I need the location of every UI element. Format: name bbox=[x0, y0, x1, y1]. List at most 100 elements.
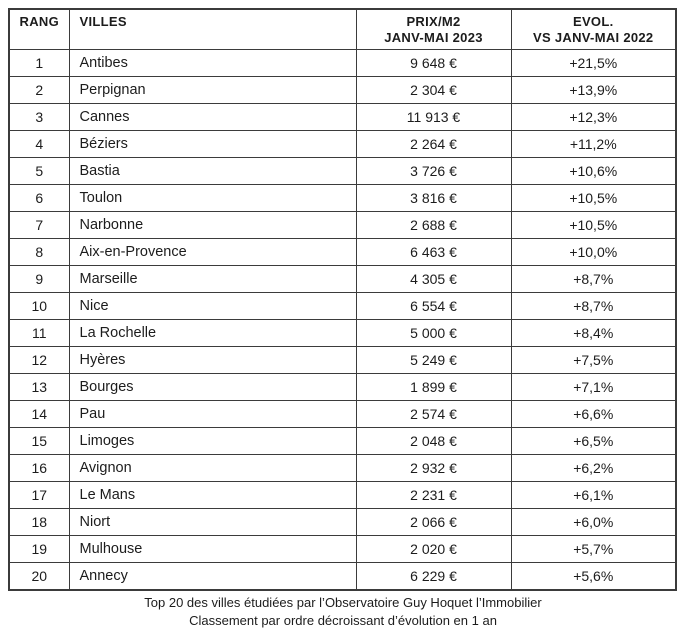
city-cell: Le Mans bbox=[68, 481, 357, 509]
table-row: 3 Cannes 11 913 € +12,3% bbox=[8, 103, 677, 131]
table-row: 16 Avignon 2 932 € +6,2% bbox=[8, 454, 677, 482]
city-cell: Pau bbox=[68, 400, 357, 428]
city-cell: Annecy bbox=[68, 562, 357, 590]
evolution-cell: +12,3% bbox=[510, 103, 677, 131]
table-row: 7 Narbonne 2 688 € +10,5% bbox=[8, 211, 677, 239]
price-cell: 11 913 € bbox=[355, 103, 512, 131]
price-cell: 2 304 € bbox=[355, 76, 512, 104]
rank-cell: 16 bbox=[8, 454, 70, 482]
table-row: 6 Toulon 3 816 € +10,5% bbox=[8, 184, 677, 212]
price-cell: 2 048 € bbox=[355, 427, 512, 455]
price-cell: 2 264 € bbox=[355, 130, 512, 158]
evolution-cell: +10,5% bbox=[510, 184, 677, 212]
evolution-cell: +10,6% bbox=[510, 157, 677, 185]
header-evol-line2: VS JANV-MAI 2022 bbox=[533, 30, 654, 45]
rank-cell: 11 bbox=[8, 319, 70, 347]
rank-cell: 15 bbox=[8, 427, 70, 455]
table-row: 12 Hyères 5 249 € +7,5% bbox=[8, 346, 677, 374]
city-cell: Narbonne bbox=[68, 211, 357, 239]
price-evolution-table: RANG VILLES PRIX/M2 JANV-MAI 2023 EVOL. … bbox=[8, 8, 677, 591]
header-cell-rank: RANG bbox=[8, 8, 70, 50]
price-cell: 3 816 € bbox=[355, 184, 512, 212]
city-cell: Aix-en-Provence bbox=[68, 238, 357, 266]
price-cell: 4 305 € bbox=[355, 265, 512, 293]
header-cell-evolution: EVOL. VS JANV-MAI 2022 bbox=[510, 8, 677, 50]
rank-cell: 12 bbox=[8, 346, 70, 374]
table-row: 10 Nice 6 554 € +8,7% bbox=[8, 292, 677, 320]
city-cell: Limoges bbox=[68, 427, 357, 455]
rank-cell: 17 bbox=[8, 481, 70, 509]
rank-cell: 19 bbox=[8, 535, 70, 563]
table-row: 19 Mulhouse 2 020 € +5,7% bbox=[8, 535, 677, 563]
evolution-cell: +6,5% bbox=[510, 427, 677, 455]
table-row: 9 Marseille 4 305 € +8,7% bbox=[8, 265, 677, 293]
table-row: 11 La Rochelle 5 000 € +8,4% bbox=[8, 319, 677, 347]
rank-cell: 7 bbox=[8, 211, 70, 239]
table-row: 8 Aix-en-Provence 6 463 € +10,0% bbox=[8, 238, 677, 266]
table-row: 17 Le Mans 2 231 € +6,1% bbox=[8, 481, 677, 509]
table-row: 5 Bastia 3 726 € +10,6% bbox=[8, 157, 677, 185]
table-header: RANG VILLES PRIX/M2 JANV-MAI 2023 EVOL. … bbox=[8, 8, 677, 50]
header-rank-label: RANG bbox=[19, 14, 59, 29]
city-cell: Mulhouse bbox=[68, 535, 357, 563]
evolution-cell: +13,9% bbox=[510, 76, 677, 104]
evolution-cell: +5,6% bbox=[510, 562, 677, 590]
rank-cell: 9 bbox=[8, 265, 70, 293]
evolution-cell: +7,1% bbox=[510, 373, 677, 401]
evolution-cell: +6,1% bbox=[510, 481, 677, 509]
city-cell: Hyères bbox=[68, 346, 357, 374]
price-cell: 9 648 € bbox=[355, 49, 512, 77]
caption-line-2: Classement par ordre décroissant d’évolu… bbox=[189, 612, 497, 628]
city-cell: Bourges bbox=[68, 373, 357, 401]
evolution-cell: +11,2% bbox=[510, 130, 677, 158]
evolution-cell: +6,6% bbox=[510, 400, 677, 428]
table-row: 20 Annecy 6 229 € +5,6% bbox=[8, 562, 677, 590]
price-cell: 3 726 € bbox=[355, 157, 512, 185]
table-row: 18 Niort 2 066 € +6,0% bbox=[8, 508, 677, 536]
table-row: 14 Pau 2 574 € +6,6% bbox=[8, 400, 677, 428]
caption-line-1: Top 20 des villes étudiées par l’Observa… bbox=[144, 594, 542, 610]
evolution-cell: +8,4% bbox=[510, 319, 677, 347]
header-cell-price: PRIX/M2 JANV-MAI 2023 bbox=[355, 8, 512, 50]
table-row: 4 Béziers 2 264 € +11,2% bbox=[8, 130, 677, 158]
header-row: RANG VILLES PRIX/M2 JANV-MAI 2023 EVOL. … bbox=[8, 8, 677, 50]
price-cell: 6 554 € bbox=[355, 292, 512, 320]
evolution-cell: +7,5% bbox=[510, 346, 677, 374]
price-cell: 6 229 € bbox=[355, 562, 512, 590]
price-cell: 2 020 € bbox=[355, 535, 512, 563]
header-cell-city: VILLES bbox=[68, 8, 357, 50]
city-cell: Nice bbox=[68, 292, 357, 320]
city-cell: Antibes bbox=[68, 49, 357, 77]
header-evol-line1: EVOL. bbox=[572, 14, 614, 29]
evolution-cell: +8,7% bbox=[510, 265, 677, 293]
city-cell: Marseille bbox=[68, 265, 357, 293]
table-row: 1 Antibes 9 648 € +21,5% bbox=[8, 49, 677, 77]
city-cell: Béziers bbox=[68, 130, 357, 158]
evolution-cell: +6,2% bbox=[510, 454, 677, 482]
price-cell: 2 231 € bbox=[355, 481, 512, 509]
price-cell: 1 899 € bbox=[355, 373, 512, 401]
rank-cell: 2 bbox=[8, 76, 70, 104]
price-cell: 2 688 € bbox=[355, 211, 512, 239]
header-price-line1: PRIX/M2 bbox=[406, 14, 461, 29]
city-cell: Perpignan bbox=[68, 76, 357, 104]
table-row: 15 Limoges 2 048 € +6,5% bbox=[8, 427, 677, 455]
evolution-cell: +21,5% bbox=[510, 49, 677, 77]
city-cell: Toulon bbox=[68, 184, 357, 212]
city-cell: Niort bbox=[68, 508, 357, 536]
evolution-cell: +5,7% bbox=[510, 535, 677, 563]
rank-cell: 13 bbox=[8, 373, 70, 401]
table-row: 2 Perpignan 2 304 € +13,9% bbox=[8, 76, 677, 104]
header-price-line2: JANV-MAI 2023 bbox=[384, 30, 483, 45]
rank-cell: 1 bbox=[8, 49, 70, 77]
evolution-cell: +10,5% bbox=[510, 211, 677, 239]
price-cell: 5 000 € bbox=[355, 319, 512, 347]
rank-cell: 4 bbox=[8, 130, 70, 158]
price-cell: 6 463 € bbox=[355, 238, 512, 266]
city-cell: Cannes bbox=[68, 103, 357, 131]
price-cell: 2 574 € bbox=[355, 400, 512, 428]
evolution-cell: +10,0% bbox=[510, 238, 677, 266]
price-cell: 2 932 € bbox=[355, 454, 512, 482]
price-cell: 5 249 € bbox=[355, 346, 512, 374]
